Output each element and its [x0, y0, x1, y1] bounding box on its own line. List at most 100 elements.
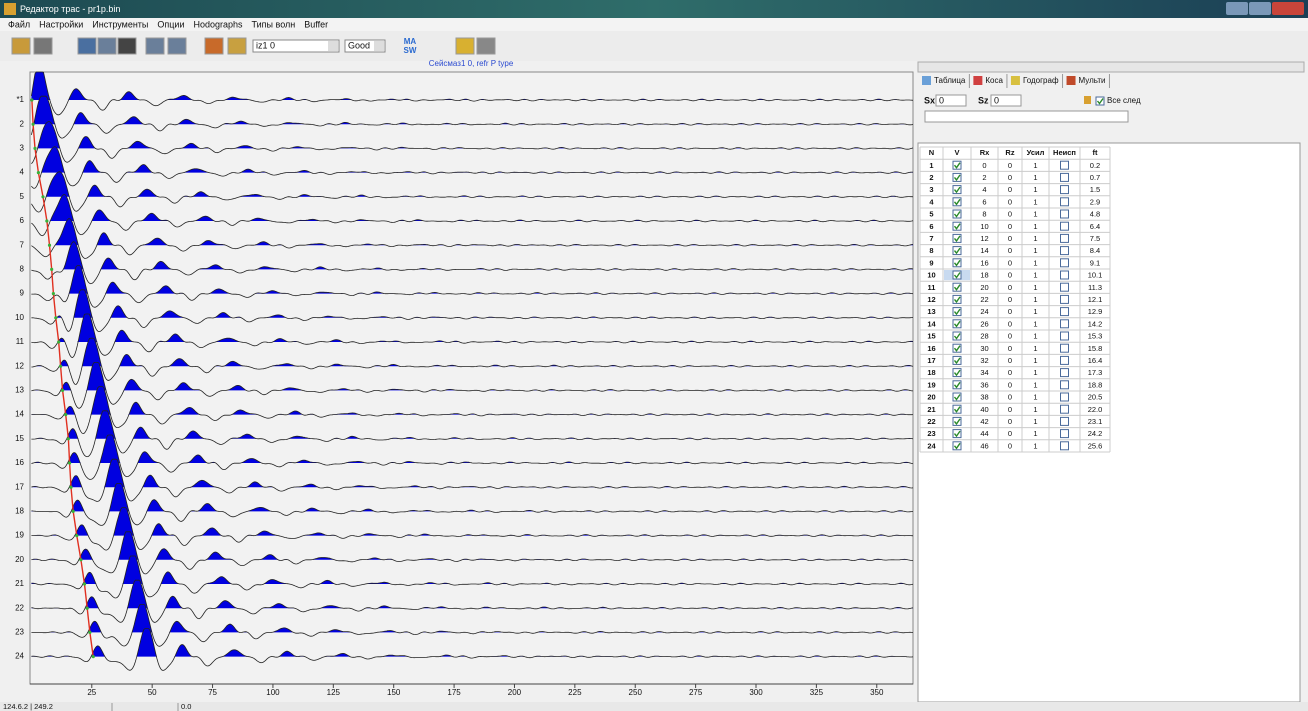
scrollbar[interactable] [918, 62, 1304, 72]
tab[interactable]: Годограф [1023, 76, 1059, 85]
row-number: 23 [927, 429, 935, 438]
pick-point [37, 171, 40, 174]
tab[interactable]: Коса [985, 76, 1003, 85]
toolbar-button[interactable] [12, 38, 30, 54]
table-cell: 12 [980, 234, 988, 243]
table-checkbox[interactable] [1061, 295, 1069, 303]
menu-item[interactable]: Инструменты [92, 19, 148, 29]
toolbar-button[interactable] [168, 38, 186, 54]
table-cell: 1 [1033, 197, 1037, 206]
x-tick-label: 250 [629, 688, 643, 697]
table-cell: 26 [980, 319, 988, 328]
table-cell: 18.8 [1088, 380, 1103, 389]
menu-item[interactable]: Файл [8, 19, 30, 29]
combo-arrow[interactable] [374, 41, 384, 51]
page: Редактор трас - pr1p.bin Файл Настройки Ин… [0, 0, 1308, 711]
sx-value: 0 [939, 95, 944, 105]
table-checkbox[interactable] [1061, 332, 1069, 340]
toolbar-button[interactable] [118, 38, 136, 54]
table-checkbox[interactable] [1061, 393, 1069, 401]
table-checkbox[interactable] [1061, 161, 1069, 169]
toolbar-button[interactable] [34, 38, 52, 54]
table-cell: 44 [980, 429, 988, 438]
toolbar-button[interactable] [78, 38, 96, 54]
table-cell: 24.2 [1088, 429, 1103, 438]
table-checkbox[interactable] [1061, 369, 1069, 377]
table-cell: 1 [1033, 356, 1037, 365]
table-cell: 0.7 [1090, 173, 1100, 182]
toolbar-button[interactable] [228, 38, 246, 54]
menu-item[interactable]: Типы волн [252, 19, 296, 29]
table-checkbox[interactable] [1061, 186, 1069, 194]
table-cell: 42 [980, 417, 988, 426]
trace-label: 21 [15, 579, 24, 588]
table-checkbox[interactable] [1061, 271, 1069, 279]
table-checkbox[interactable] [1061, 417, 1069, 425]
menu-item[interactable]: Hodographs [194, 19, 244, 29]
masw-button[interactable]: SW [404, 46, 417, 55]
toolbar-button[interactable] [477, 38, 495, 54]
table-cell: 1 [1033, 271, 1037, 280]
tab[interactable]: Мульти [1079, 76, 1106, 85]
close-button[interactable] [1272, 2, 1304, 15]
minimize-button[interactable] [1226, 2, 1248, 15]
table-cell: 10 [980, 222, 988, 231]
table-cell: 24 [980, 307, 988, 316]
x-tick-label: 125 [327, 688, 341, 697]
table-cell: 0 [1008, 441, 1012, 450]
table-checkbox[interactable] [1061, 308, 1069, 316]
table-cell: 0 [1008, 271, 1012, 280]
table-checkbox[interactable] [1061, 430, 1069, 438]
x-tick-label: 225 [568, 688, 582, 697]
toolbar-button[interactable] [456, 38, 474, 54]
x-tick-label: 25 [87, 688, 96, 697]
masw-button[interactable]: MA [404, 37, 417, 46]
pick-point [48, 244, 51, 247]
menu-item[interactable]: Настройки [39, 19, 83, 29]
table-checkbox[interactable] [1061, 173, 1069, 181]
tab[interactable]: Таблица [934, 76, 966, 85]
table-checkbox[interactable] [1061, 356, 1069, 364]
all-traces-label: Все след [1107, 96, 1141, 105]
sz-label: Sz [978, 95, 989, 105]
table-checkbox[interactable] [1061, 198, 1069, 206]
toolbar-button[interactable] [205, 38, 223, 54]
trace-label: 10 [15, 313, 24, 322]
column-header: ft [1093, 148, 1098, 157]
row-number: 1 [929, 161, 933, 170]
table-checkbox[interactable] [1061, 320, 1069, 328]
toolbar-button[interactable] [146, 38, 164, 54]
table-checkbox[interactable] [1061, 381, 1069, 389]
table-cell: 6.4 [1090, 222, 1100, 231]
status-text: 124.6.2 | 249.2 [3, 702, 53, 711]
table-cell: 4.8 [1090, 210, 1100, 219]
table-checkbox[interactable] [1061, 259, 1069, 267]
combo-arrow[interactable] [328, 41, 338, 51]
menu-item[interactable]: Buffer [304, 19, 328, 29]
table-cell: 7.5 [1090, 234, 1100, 243]
table-checkbox[interactable] [1061, 247, 1069, 255]
menu-item[interactable]: Опции [157, 19, 184, 29]
sx-label: Sx [924, 95, 935, 105]
table-cell: 23.1 [1088, 417, 1103, 426]
toolbar-button[interactable] [98, 38, 116, 54]
pick-point [69, 486, 72, 489]
table-checkbox[interactable] [1061, 405, 1069, 413]
table-checkbox[interactable] [1061, 442, 1069, 450]
tab-icon [1011, 76, 1020, 85]
tab-icon [973, 76, 982, 85]
trace-label: 16 [15, 458, 24, 467]
table-checkbox[interactable] [1061, 234, 1069, 242]
table-checkbox[interactable] [1061, 210, 1069, 218]
pick-point [79, 558, 82, 561]
text-input[interactable] [925, 111, 1128, 122]
trace-label: 22 [15, 603, 24, 612]
table-checkbox[interactable] [1061, 344, 1069, 352]
table-cell: 0 [1008, 356, 1012, 365]
window-title: Редактор трас - pr1p.bin [20, 4, 120, 14]
table-checkbox[interactable] [1061, 283, 1069, 291]
maximize-button[interactable] [1249, 2, 1271, 15]
table-cell: 1 [1033, 185, 1037, 194]
table-cell: 1 [1033, 173, 1037, 182]
table-checkbox[interactable] [1061, 222, 1069, 230]
